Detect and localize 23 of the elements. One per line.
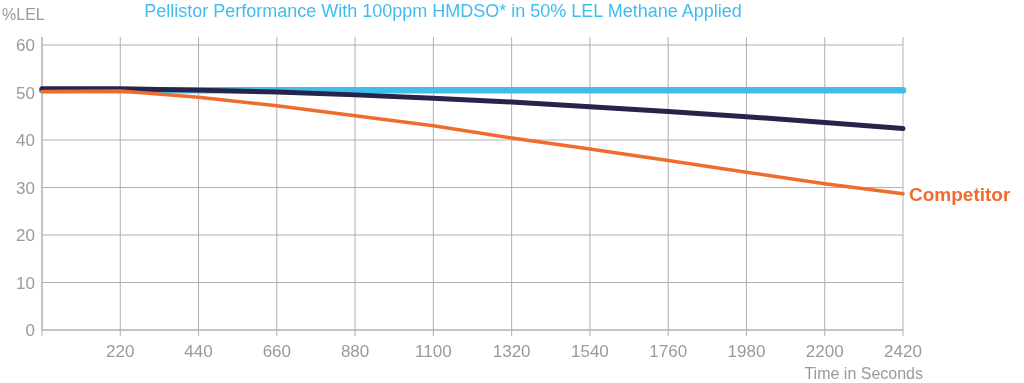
- x-tick-label: 2200: [805, 342, 844, 361]
- y-tick-label: 30: [16, 178, 35, 198]
- y-tick-label: 60: [16, 36, 35, 55]
- x-tick-label: 440: [184, 342, 213, 361]
- x-tick-label: 1100: [415, 342, 452, 361]
- y-tick-label: 50: [16, 83, 35, 103]
- x-tick-label: 880: [340, 342, 370, 361]
- x-axis-title: Time in Seconds: [804, 365, 923, 382]
- x-tick-label: 1980: [727, 342, 766, 361]
- x-tick-label: 220: [106, 342, 135, 361]
- series-label: Competitor: [909, 183, 1011, 205]
- y-tick-label: 40: [16, 131, 35, 150]
- y-tick-label: 0: [25, 321, 35, 340]
- y-tick-label: 20: [16, 226, 35, 245]
- line-series: [40, 89, 905, 196]
- x-tick-label: 1760: [649, 342, 688, 361]
- chart-title: Pellistor Performance With 100ppm HMDSO* in 50% LEL Methane Applied: [144, 1, 742, 21]
- x-tick-label: 2420: [884, 342, 922, 361]
- y-axis-title: %LEL: [2, 6, 45, 23]
- y-tick-label: 10: [16, 273, 35, 293]
- x-tick-label: 1320: [492, 342, 531, 361]
- x-tick-label: 660: [262, 342, 292, 361]
- x-tick-label: 1540: [571, 342, 609, 361]
